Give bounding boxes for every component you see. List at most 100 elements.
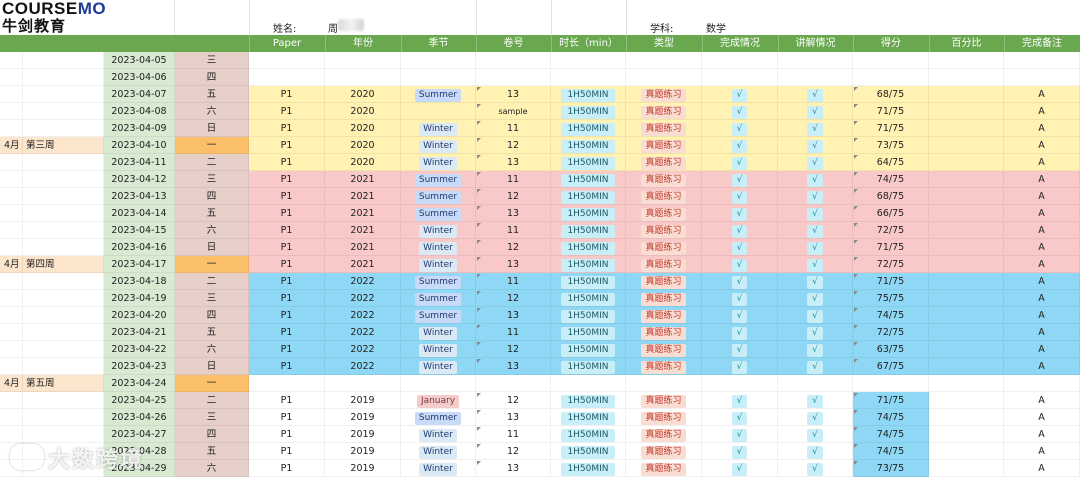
score-cell[interactable]: 63/75: [853, 341, 929, 358]
volume-cell[interactable]: [476, 52, 551, 69]
volume-cell[interactable]: 13: [476, 460, 551, 477]
season-cell[interactable]: [401, 103, 476, 120]
volume-cell[interactable]: sample: [476, 103, 551, 120]
completion-note-cell[interactable]: A: [1004, 341, 1080, 358]
type-cell[interactable]: 真题练习: [626, 137, 702, 154]
explanation-cell[interactable]: √: [778, 86, 853, 103]
completion-note-cell[interactable]: A: [1004, 86, 1080, 103]
duration-cell[interactable]: [551, 375, 626, 392]
duration-cell[interactable]: 1H50MIN: [551, 341, 626, 358]
year-cell[interactable]: 2022: [325, 290, 401, 307]
percentage-cell[interactable]: [929, 154, 1004, 171]
week-month-cell[interactable]: [0, 409, 23, 426]
subject-value[interactable]: 数学: [706, 24, 726, 35]
score-cell[interactable]: 71/75: [853, 120, 929, 137]
duration-cell[interactable]: 1H50MIN: [551, 239, 626, 256]
season-cell[interactable]: [401, 375, 476, 392]
weekday-cell[interactable]: 四: [175, 188, 249, 205]
completion-cell[interactable]: √: [702, 154, 778, 171]
score-cell[interactable]: 72/75: [853, 324, 929, 341]
week-label-cell[interactable]: 第四周: [23, 256, 104, 273]
duration-cell[interactable]: 1H50MIN: [551, 154, 626, 171]
paper-cell[interactable]: P1: [249, 358, 325, 375]
weekday-cell[interactable]: 四: [175, 69, 249, 86]
week-month-cell[interactable]: [0, 86, 23, 103]
date-cell[interactable]: 2023-04-20: [104, 307, 175, 324]
date-cell[interactable]: 2023-04-07: [104, 86, 175, 103]
completion-note-cell[interactable]: A: [1004, 443, 1080, 460]
completion-cell[interactable]: [702, 69, 778, 86]
score-cell[interactable]: 74/75: [853, 171, 929, 188]
completion-cell[interactable]: [702, 52, 778, 69]
year-cell[interactable]: [325, 69, 401, 86]
paper-cell[interactable]: [249, 69, 325, 86]
date-cell[interactable]: 2023-04-19: [104, 290, 175, 307]
completion-cell[interactable]: √: [702, 171, 778, 188]
paper-cell[interactable]: P1: [249, 222, 325, 239]
explanation-cell[interactable]: √: [778, 409, 853, 426]
week-label-cell[interactable]: [23, 171, 104, 188]
completion-cell[interactable]: √: [702, 341, 778, 358]
column-header-explanation[interactable]: 讲解情况: [795, 38, 836, 49]
duration-cell[interactable]: [551, 69, 626, 86]
date-cell[interactable]: 2023-04-13: [104, 188, 175, 205]
percentage-cell[interactable]: [929, 103, 1004, 120]
weekday-cell[interactable]: 三: [175, 52, 249, 69]
week-label-cell[interactable]: [23, 273, 104, 290]
score-cell[interactable]: 73/75: [853, 137, 929, 154]
date-cell[interactable]: 2023-04-05: [104, 52, 175, 69]
column-header-duration[interactable]: 时长（min）: [559, 38, 618, 49]
date-cell[interactable]: 2023-04-06: [104, 69, 175, 86]
volume-cell[interactable]: 12: [476, 443, 551, 460]
date-cell[interactable]: 2023-04-12: [104, 171, 175, 188]
score-cell[interactable]: 68/75: [853, 86, 929, 103]
volume-cell[interactable]: 12: [476, 137, 551, 154]
date-cell[interactable]: 2023-04-08: [104, 103, 175, 120]
percentage-cell[interactable]: [929, 324, 1004, 341]
completion-cell[interactable]: √: [702, 426, 778, 443]
completion-note-cell[interactable]: A: [1004, 273, 1080, 290]
volume-cell[interactable]: 11: [476, 426, 551, 443]
date-cell[interactable]: 2023-04-23: [104, 358, 175, 375]
explanation-cell[interactable]: [778, 52, 853, 69]
week-month-cell[interactable]: [0, 120, 23, 137]
score-cell[interactable]: 71/75: [853, 103, 929, 120]
column-header-type[interactable]: 类型: [654, 38, 674, 49]
weekday-cell[interactable]: 五: [175, 324, 249, 341]
season-cell[interactable]: Winter: [401, 341, 476, 358]
explanation-cell[interactable]: √: [778, 137, 853, 154]
year-cell[interactable]: 2019: [325, 443, 401, 460]
completion-note-cell[interactable]: A: [1004, 154, 1080, 171]
explanation-cell[interactable]: √: [778, 239, 853, 256]
volume-cell[interactable]: 11: [476, 171, 551, 188]
year-cell[interactable]: 2019: [325, 392, 401, 409]
type-cell[interactable]: 真题练习: [626, 392, 702, 409]
completion-note-cell[interactable]: A: [1004, 137, 1080, 154]
column-header-season[interactable]: 季节: [428, 38, 449, 49]
season-cell[interactable]: Summer: [401, 307, 476, 324]
completion-note-cell[interactable]: [1004, 69, 1080, 86]
column-header-completion[interactable]: 完成情况: [720, 38, 760, 49]
type-cell[interactable]: 真题练习: [626, 273, 702, 290]
week-month-cell[interactable]: [0, 188, 23, 205]
type-cell[interactable]: 真题练习: [626, 426, 702, 443]
student-name-value[interactable]: 周: [328, 24, 338, 35]
volume-cell[interactable]: 11: [476, 324, 551, 341]
completion-cell[interactable]: √: [702, 188, 778, 205]
score-cell[interactable]: 75/75: [853, 290, 929, 307]
year-cell[interactable]: 2019: [325, 409, 401, 426]
type-cell[interactable]: 真题练习: [626, 154, 702, 171]
explanation-cell[interactable]: √: [778, 290, 853, 307]
date-cell[interactable]: 2023-04-24: [104, 375, 175, 392]
volume-cell[interactable]: 11: [476, 120, 551, 137]
type-cell[interactable]: 真题练习: [626, 239, 702, 256]
week-month-cell[interactable]: [0, 239, 23, 256]
completion-note-cell[interactable]: A: [1004, 460, 1080, 477]
volume-cell[interactable]: 12: [476, 341, 551, 358]
percentage-cell[interactable]: [929, 409, 1004, 426]
weekday-cell[interactable]: 二: [175, 273, 249, 290]
week-month-cell[interactable]: [0, 52, 23, 69]
duration-cell[interactable]: 1H50MIN: [551, 426, 626, 443]
percentage-cell[interactable]: [929, 443, 1004, 460]
date-cell[interactable]: 2023-04-15: [104, 222, 175, 239]
